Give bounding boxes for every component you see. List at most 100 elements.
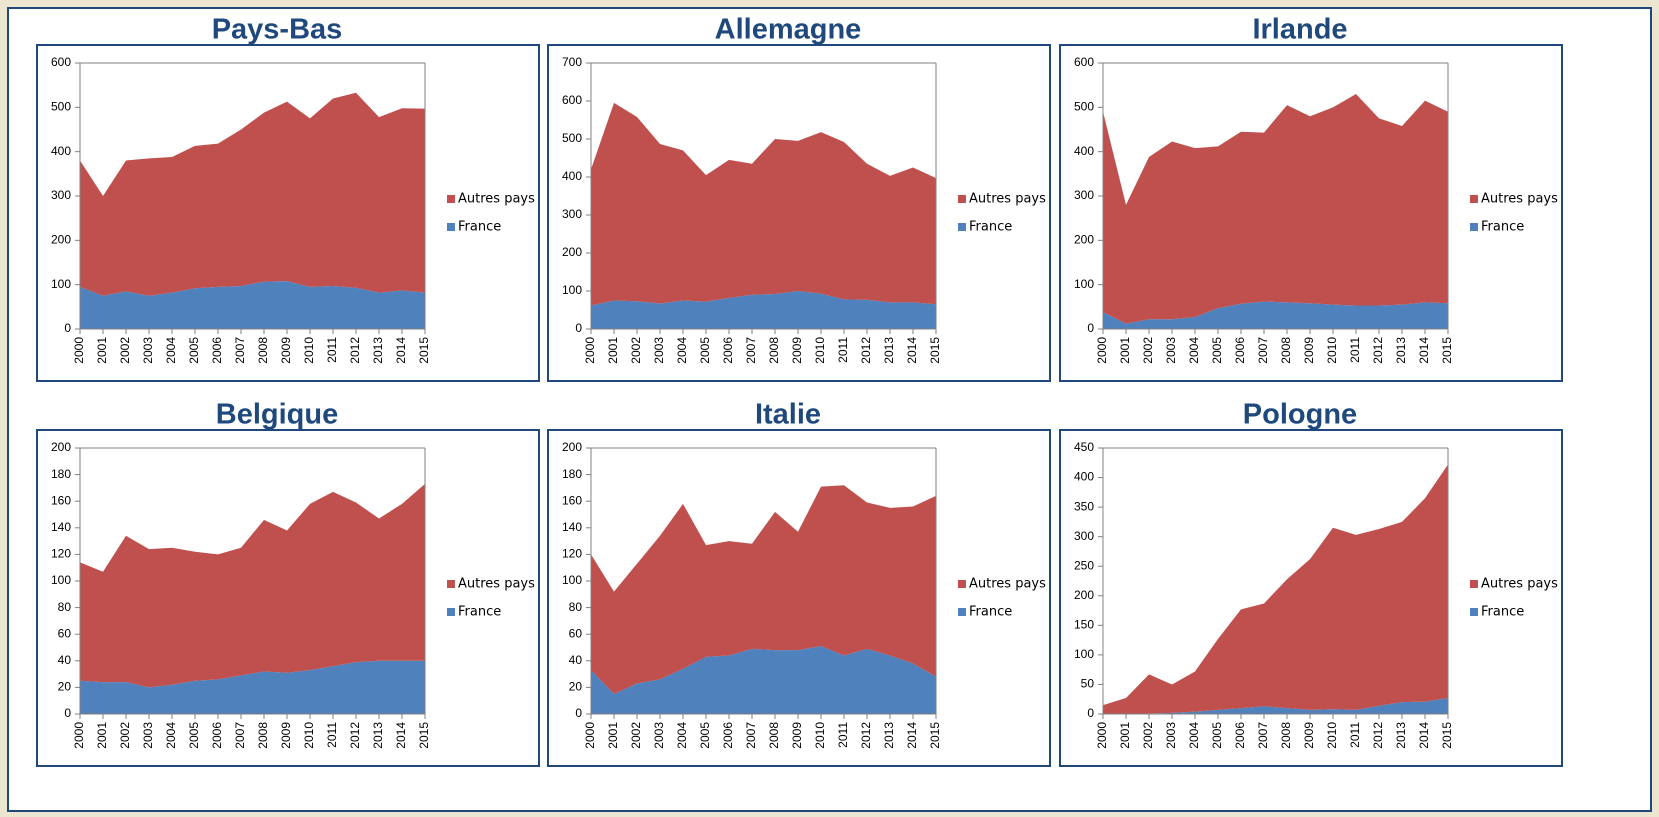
x-tick-label: 2000 <box>1095 337 1109 364</box>
y-tick-label: 100 <box>1074 277 1094 291</box>
x-tick-label: 2000 <box>583 337 597 364</box>
area <box>591 485 936 695</box>
y-tick-label: 100 <box>51 573 71 587</box>
area <box>1103 94 1448 324</box>
x-tick-label: 2003 <box>652 337 666 364</box>
legend-swatch <box>1470 608 1478 616</box>
x-tick-label: 2000 <box>583 722 597 749</box>
x-tick-label: 2015 <box>1440 722 1454 749</box>
area <box>80 92 425 296</box>
y-tick-label: 140 <box>562 520 582 534</box>
y-tick-label: 250 <box>1074 558 1094 572</box>
x-tick-label: 2004 <box>1187 337 1201 364</box>
y-tick-label: 40 <box>58 653 72 667</box>
legend-label: France <box>1481 220 1524 235</box>
legend-label: France <box>969 220 1012 235</box>
area <box>1103 698 1448 714</box>
x-tick-label: 2012 <box>348 722 362 749</box>
y-tick-label: 160 <box>51 493 71 507</box>
chart-title: Italie <box>755 399 821 431</box>
x-tick-label: 2009 <box>279 722 293 749</box>
x-tick-label: 2002 <box>629 722 643 749</box>
y-tick-label: 600 <box>51 55 71 69</box>
legend-label: France <box>969 605 1012 620</box>
legend-swatch <box>958 223 966 231</box>
x-tick-label: 2009 <box>279 337 293 364</box>
x-tick-label: 2007 <box>1256 337 1270 364</box>
chart-title: Allemagne <box>715 14 862 46</box>
y-tick-label: 40 <box>569 653 583 667</box>
y-tick-label: 300 <box>1074 529 1094 543</box>
x-tick-label: 2008 <box>256 337 270 364</box>
x-tick-label: 2002 <box>118 722 132 749</box>
y-tick-label: 180 <box>562 467 582 481</box>
y-tick-label: 200 <box>1074 233 1094 247</box>
x-tick-label: 2003 <box>1164 337 1178 364</box>
x-tick-label: 2013 <box>1394 722 1408 749</box>
x-tick-label: 2000 <box>1095 722 1109 749</box>
x-tick-label: 2006 <box>1233 337 1247 364</box>
y-tick-label: 0 <box>575 706 582 720</box>
y-tick-label: 200 <box>51 233 71 247</box>
y-tick-label: 200 <box>1074 588 1094 602</box>
x-tick-label: 2001 <box>1118 722 1132 749</box>
legend-swatch <box>1470 195 1478 203</box>
area <box>591 646 936 714</box>
x-tick-label: 2013 <box>882 722 896 749</box>
x-tick-label: 2004 <box>675 337 689 364</box>
y-tick-label: 150 <box>1074 618 1094 632</box>
x-tick-label: 2010 <box>813 722 827 749</box>
y-tick-label: 160 <box>562 493 582 507</box>
x-tick-label: 2009 <box>790 337 804 364</box>
y-tick-label: 140 <box>51 520 71 534</box>
x-tick-label: 2002 <box>1141 337 1155 364</box>
x-tick-label: 2001 <box>606 337 620 364</box>
y-tick-label: 50 <box>1081 677 1095 691</box>
legend-label: Autres pays <box>1481 192 1558 207</box>
x-tick-label: 2012 <box>348 337 362 364</box>
y-tick-label: 0 <box>1087 321 1094 335</box>
area <box>1103 301 1448 329</box>
x-tick-label: 2013 <box>882 337 896 364</box>
y-tick-label: 0 <box>1087 706 1094 720</box>
y-tick-label: 450 <box>1074 440 1094 454</box>
y-tick-label: 0 <box>575 321 582 335</box>
x-tick-label: 2003 <box>1164 722 1178 749</box>
area <box>80 483 425 688</box>
x-tick-label: 2012 <box>1371 722 1385 749</box>
x-tick-label: 2005 <box>1210 337 1224 364</box>
y-tick-label: 100 <box>51 277 71 291</box>
chart-title: Irlande <box>1252 14 1347 46</box>
x-tick-label: 2001 <box>1118 337 1132 364</box>
x-tick-label: 2010 <box>813 337 827 364</box>
y-tick-label: 20 <box>58 680 72 694</box>
y-tick-label: 20 <box>569 680 583 694</box>
legend-swatch <box>1470 580 1478 588</box>
x-tick-label: 2007 <box>233 337 247 364</box>
x-tick-label: 2014 <box>394 722 408 749</box>
x-tick-label: 2001 <box>95 722 109 749</box>
x-tick-label: 2014 <box>394 337 408 364</box>
y-tick-label: 120 <box>562 547 582 561</box>
x-tick-label: 2006 <box>210 722 224 749</box>
y-tick-label: 200 <box>51 440 71 454</box>
x-tick-label: 2011 <box>325 337 339 363</box>
x-tick-label: 2015 <box>417 337 431 364</box>
x-tick-label: 2013 <box>1394 337 1408 364</box>
x-tick-label: 2011 <box>1348 337 1362 363</box>
y-tick-label: 400 <box>562 169 582 183</box>
y-tick-label: 100 <box>562 283 582 297</box>
y-tick-label: 100 <box>562 573 582 587</box>
legend-label: Autres pays <box>1481 577 1558 592</box>
legend-swatch <box>447 195 455 203</box>
x-tick-label: 2011 <box>836 337 850 363</box>
x-tick-label: 2011 <box>836 722 850 748</box>
y-tick-label: 400 <box>1074 144 1094 158</box>
x-tick-label: 2015 <box>417 722 431 749</box>
x-tick-label: 2005 <box>187 722 201 749</box>
y-tick-label: 400 <box>51 144 71 158</box>
y-tick-label: 100 <box>1074 647 1094 661</box>
x-tick-label: 2009 <box>1302 722 1316 749</box>
